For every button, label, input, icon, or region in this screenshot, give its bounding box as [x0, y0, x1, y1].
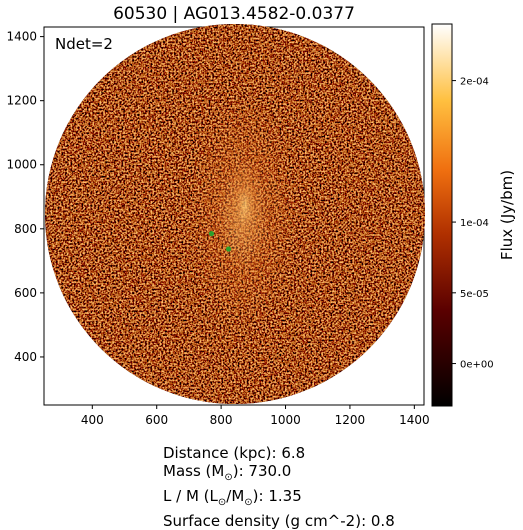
- colorbar-tick-label: 2e-04: [460, 77, 489, 88]
- distance-value: 6.8: [281, 444, 306, 462]
- x-tick-label: 1200: [335, 413, 366, 427]
- source-marker: [225, 246, 232, 252]
- lm-line: L / M (L⊙/M⊙): 1.35: [163, 487, 302, 508]
- distance-line: Distance (kpc): 6.8: [163, 444, 306, 462]
- flux-image: [45, 24, 425, 404]
- y-axis: 400 600 800 1000 1200 1400: [6, 30, 44, 364]
- y-tick-label: 1200: [6, 94, 37, 108]
- x-axis: 400 600 800 1000 1200 1400: [81, 405, 430, 427]
- mass-value: 730.0: [248, 462, 292, 480]
- y-tick-label: 400: [14, 350, 37, 364]
- lm-label: L / M (L: [163, 487, 218, 505]
- x-tick-label: 800: [210, 413, 233, 427]
- colorbar-tick-label: 0e+00: [460, 360, 494, 371]
- source-markers: [208, 231, 232, 252]
- x-tick-label: 600: [145, 413, 168, 427]
- stats-panel: Distance (kpc): 6.8 Mass (M⊙): 730.0 L /…: [163, 444, 395, 530]
- mass-line: Mass (M⊙): 730.0: [163, 462, 292, 483]
- lm-value: 1.35: [268, 487, 302, 505]
- y-tick-label: 800: [14, 222, 37, 236]
- colorbar-label: Flux (Jy/bm): [498, 170, 516, 260]
- x-tick-label: 400: [81, 413, 104, 427]
- colorbar-ticks: 2e-04 1e-04 5e-05 0e+00: [452, 77, 494, 371]
- colorbar-tick-label: 1e-04: [460, 218, 489, 229]
- colorbar-tick-label: 5e-05: [460, 289, 489, 300]
- mass-label: Mass (M: [163, 462, 225, 480]
- ndet-annotation: Ndet=2: [55, 35, 113, 53]
- y-tick-label: 1400: [6, 30, 37, 44]
- y-tick-label: 600: [14, 286, 37, 300]
- x-tick-label: 1000: [270, 413, 301, 427]
- colorbar: [431, 23, 453, 407]
- x-tick-label: 1400: [399, 413, 430, 427]
- surface-label: Surface density (g cm^-2): [163, 512, 362, 530]
- surface-value: 0.8: [370, 512, 395, 530]
- y-tick-label: 1000: [6, 158, 37, 172]
- source-marker: [208, 231, 215, 237]
- distance-label: Distance (kpc): [163, 444, 272, 462]
- plot-title: 60530 | AG013.4582-0.0377: [113, 4, 355, 24]
- surface-line: Surface density (g cm^-2): 0.8: [163, 512, 395, 530]
